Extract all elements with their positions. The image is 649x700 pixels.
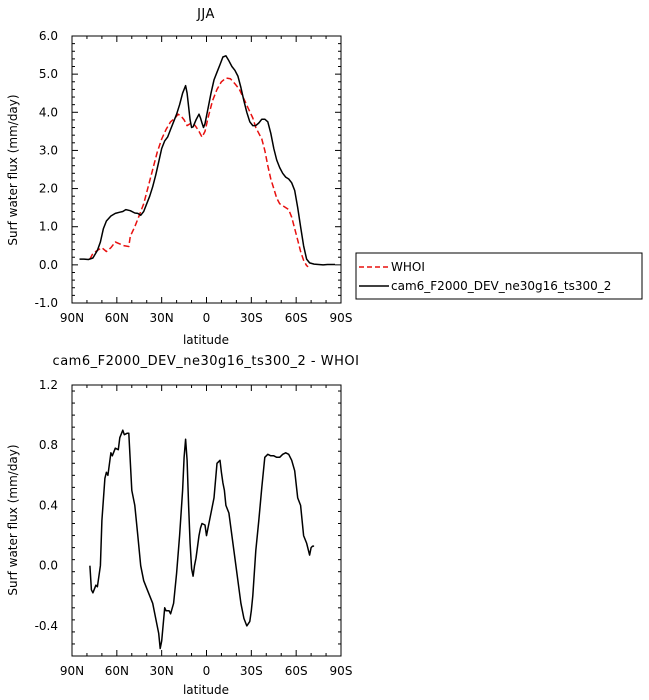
tick-marks	[71, 35, 342, 304]
y-tick-label: 0.0	[39, 258, 58, 272]
legend-box	[355, 252, 643, 300]
chart-panel-bottom: cam6_F2000_DEV_ne30g16_ts300_2 - WHOI 90…	[6, 354, 359, 697]
y-axis-label: Surf water flux (mm/day)	[6, 94, 20, 245]
x-tick-label: 30S	[240, 664, 263, 678]
y-tick-label: 0.4	[39, 498, 58, 512]
x-tick-label: 60N	[105, 311, 129, 325]
x-tick-label: 30N	[150, 311, 174, 325]
x-tick-label: 0	[203, 664, 211, 678]
plot-frame	[71, 384, 342, 657]
x-axis-label: latitude	[183, 683, 229, 697]
y-tick-label: 5.0	[39, 67, 58, 81]
y-axis-label: Surf water flux (mm/day)	[6, 444, 20, 595]
y-tick-label: -0.4	[35, 619, 58, 633]
legend: WHOI cam6_F2000_DEV_ne30g16_ts300_2	[355, 252, 643, 300]
y-tick-label: 4.0	[39, 105, 58, 119]
y-tick-label: 2.0	[39, 182, 58, 196]
y-tick-labels: -0.4 0.0 0.4 0.8 1.2	[35, 378, 58, 633]
x-tick-label: 90S	[330, 311, 353, 325]
legend-label-cam6: cam6_F2000_DEV_ne30g16_ts300_2	[391, 279, 611, 293]
y-tick-label: 1.2	[39, 378, 58, 392]
series-line-cam6-f2000-dev-ne30g16-ts300-2	[79, 55, 335, 266]
x-tick-label: 30S	[240, 311, 263, 325]
x-tick-label: 0	[203, 311, 211, 325]
series-line-difference	[89, 429, 315, 650]
x-tick-label: 90N	[60, 664, 84, 678]
x-tick-labels: 90N 60N 30N 0 30S 60S 90S	[60, 311, 353, 325]
y-tick-label: 6.0	[39, 29, 58, 43]
y-tick-label: -1.0	[35, 296, 58, 310]
x-tick-label: 90N	[60, 311, 84, 325]
x-tick-label: 90S	[330, 664, 353, 678]
y-tick-labels: -1.0 0.0 1.0 2.0 3.0 4.0 5.0 6.0	[35, 29, 58, 310]
y-tick-label: 1.0	[39, 220, 58, 234]
x-tick-label: 60S	[285, 311, 308, 325]
tick-marks	[71, 385, 342, 657]
y-tick-label: 0.0	[39, 559, 58, 573]
y-tick-label: 3.0	[39, 143, 58, 157]
y-tick-label: 0.8	[39, 438, 58, 452]
x-tick-label: 60S	[285, 664, 308, 678]
plot-frame	[71, 35, 342, 304]
chart-title: JJA	[196, 7, 215, 22]
chart-panel-top: JJA 90N 60N 30N 0 30S 60S 90S -1.0 0.0 1.0 2.0 3.0…	[6, 7, 352, 347]
chart-title: cam6_F2000_DEV_ne30g16_ts300_2 - WHOI	[53, 354, 360, 369]
series-line-whoi	[89, 77, 309, 268]
series-lines	[89, 429, 315, 650]
series-lines	[79, 55, 335, 268]
x-axis-label: latitude	[183, 333, 229, 347]
x-tick-labels: 90N 60N 30N 0 30S 60S 90S	[60, 664, 353, 678]
x-tick-label: 60N	[105, 664, 129, 678]
x-tick-label: 30N	[150, 664, 174, 678]
legend-label-whoi: WHOI	[391, 260, 425, 274]
